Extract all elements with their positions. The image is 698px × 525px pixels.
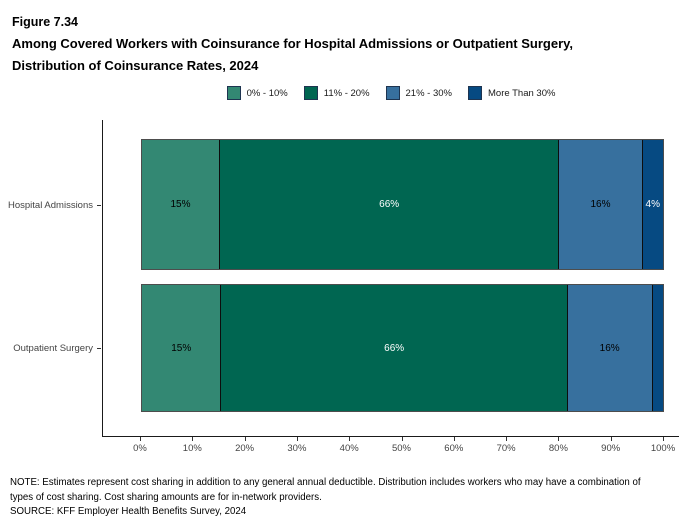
x-axis-tick: [453, 437, 455, 441]
x-axis-tick-label: 10%: [182, 443, 202, 454]
x-axis-tick: [558, 437, 560, 441]
x-axis-tick: [140, 437, 141, 441]
figure-number: Figure 7.34: [12, 15, 78, 29]
segment-value-label: 4%: [645, 199, 660, 210]
segment-value-label: 66%: [379, 199, 400, 210]
segment-value-label: 16%: [590, 199, 611, 210]
x-axis-tick-label: 30%: [287, 443, 307, 454]
legend-label: More Than 30%: [488, 87, 556, 99]
bar-segment: 16%: [566, 285, 652, 411]
y-axis-tick: [97, 205, 101, 206]
bar-segment: 66%: [218, 140, 559, 269]
segment-value-label: 15%: [171, 342, 192, 354]
x-axis-tick-label: 0%: [133, 443, 147, 454]
legend-swatch-icon: [226, 86, 241, 100]
note-line: types of cost sharing. Cost sharing amou…: [10, 491, 322, 503]
note-line: NOTE: Estimates represent cost sharing i…: [10, 477, 641, 488]
bar-segment: 15%: [142, 140, 219, 269]
chart-title-line1: Among Covered Workers with Coinsurance f…: [12, 36, 574, 51]
segment-value-label: 66%: [384, 342, 405, 354]
plot-area: 15% 66% 16% 4% 15% 66% 16%: [102, 120, 679, 437]
legend-item: 0% - 10%: [226, 86, 288, 100]
segment-value-label: 16%: [599, 342, 620, 354]
bar-hospital-admissions: 15% 66% 16% 4%: [141, 139, 664, 270]
legend-label: 21% - 30%: [405, 87, 452, 99]
legend-item: More Than 30%: [468, 86, 555, 100]
source-line: SOURCE: KFF Employer Health Benefits Sur…: [10, 506, 247, 517]
x-axis-tick: [192, 437, 194, 441]
legend-swatch-icon: [303, 86, 318, 100]
x-axis-tick-label: 90%: [601, 443, 621, 454]
legend-label: 11% - 20%: [323, 87, 370, 99]
y-axis-label-outpatient-surgery: Outpatient Surgery: [13, 343, 93, 354]
x-axis-tick-label: 100%: [650, 443, 676, 454]
x-axis-tick: [349, 437, 351, 441]
legend-swatch-icon: [468, 86, 482, 100]
x-axis-tick: [506, 437, 508, 441]
bar-segment: 4%: [641, 140, 664, 269]
bar-segment: 66%: [220, 285, 567, 411]
x-axis-tick-label: 50%: [391, 443, 412, 454]
x-axis-tick: [610, 437, 612, 441]
bar-outpatient-surgery: 15% 66% 16%: [141, 284, 664, 412]
x-axis-tick: [244, 437, 246, 441]
legend-swatch-icon: [385, 86, 400, 100]
x-axis-tick-label: 70%: [496, 443, 516, 454]
bar-segment: 16%: [558, 140, 642, 269]
chart-title-line2: Distribution of Coinsurance Rates, 2024: [12, 58, 259, 73]
x-axis-tick-label: 80%: [548, 443, 568, 454]
y-axis-tick: [97, 348, 101, 349]
legend-item: 11% - 20%: [303, 86, 370, 100]
footnotes: NOTE: Estimates represent cost sharing i…: [10, 476, 694, 520]
x-axis-tick-label: 20%: [235, 443, 255, 454]
legend-label: 0% - 10%: [246, 87, 288, 99]
x-axis-tick: [663, 437, 664, 441]
x-axis-tick: [296, 437, 298, 441]
bar-segment: [651, 285, 663, 411]
y-axis-label-hospital-admissions: Hospital Admissions: [7, 200, 93, 211]
legend: 0% - 10% 11% - 20% 21% - 30% More Than 30%: [102, 84, 680, 102]
x-axis-tick-label: 40%: [339, 443, 359, 454]
x-axis-tick-label: 60%: [444, 443, 464, 454]
segment-value-label: 15%: [170, 199, 191, 210]
x-axis-tick: [401, 437, 403, 441]
bar-segment: 15%: [142, 285, 221, 411]
legend-item: 21% - 30%: [385, 86, 452, 100]
